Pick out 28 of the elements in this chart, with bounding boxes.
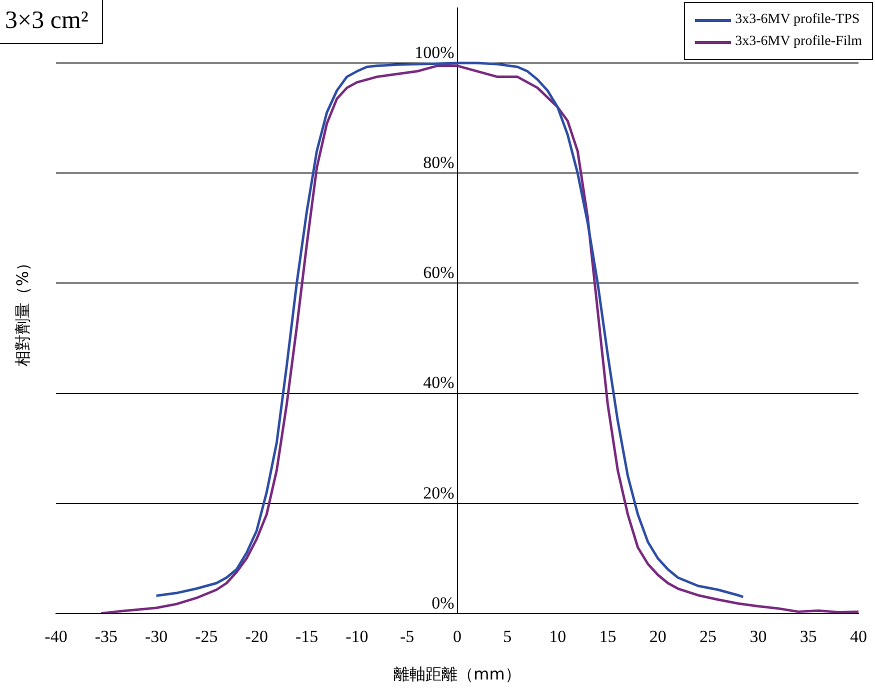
y-axis-title: 相對劑量（%） <box>13 255 32 366</box>
x-tick-label: 0 <box>453 627 462 646</box>
x-tick-label: 20 <box>649 627 666 646</box>
x-tick-label: 15 <box>599 627 616 646</box>
x-tick-label: -30 <box>144 627 168 646</box>
y-tick-label: 40% <box>423 373 454 392</box>
y-tick-label: 100% <box>414 43 454 62</box>
x-tick-label: -40 <box>44 627 68 646</box>
x-tick-label: 25 <box>700 627 717 646</box>
x-tick-label: -20 <box>245 627 268 646</box>
x-tick-label: -5 <box>400 627 414 646</box>
x-axis-title: 離軸距離（mm） <box>394 664 521 684</box>
y-tick-label: 80% <box>423 153 454 172</box>
x-tick-label: -15 <box>295 627 318 646</box>
x-tick-label: -10 <box>346 627 368 646</box>
chart-title: 3×3 cm² <box>0 0 104 44</box>
y-tick-label: 20% <box>423 483 454 502</box>
x-tick-label: 30 <box>750 627 767 646</box>
x-tick-label: 10 <box>549 627 566 646</box>
legend-label: 3x3-6MV profile-Film <box>735 34 862 50</box>
y-tick-label: 60% <box>423 263 454 282</box>
x-tick-label: 40 <box>850 627 867 646</box>
x-tick-label: -35 <box>94 627 118 646</box>
y-tick-label: 0% <box>432 593 454 612</box>
x-tick-label: -25 <box>195 627 218 646</box>
legend-label: 3x3-6MV profile-TPS <box>735 12 860 28</box>
x-tick-label: 35 <box>800 627 817 646</box>
x-tick-label: 5 <box>503 627 512 646</box>
